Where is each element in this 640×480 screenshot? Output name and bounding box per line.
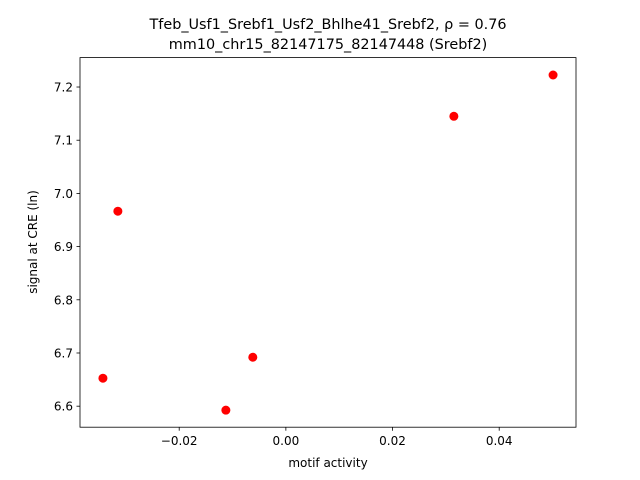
point <box>449 111 459 121</box>
y-tick-label: 7.2 <box>54 81 73 95</box>
point <box>98 373 108 383</box>
chart-title: Tfeb_Usf1_Srebf1_Usf2_Bhlhe41_Srebf2, ρ … <box>148 17 506 33</box>
point <box>548 70 558 80</box>
point <box>248 352 258 362</box>
y-tick-label: 7.1 <box>54 134 73 148</box>
y-tick-label: 6.7 <box>54 346 73 360</box>
x-tick-label: 0.02 <box>379 434 406 448</box>
y-tick-label: 7.0 <box>54 187 73 201</box>
x-tick-label: 0.00 <box>273 434 300 448</box>
y-axis-label: signal at CRE (ln) <box>26 190 40 294</box>
x-axis-label: motif activity <box>288 456 367 470</box>
chart-subtitle: mm10_chr15_82147175_82147448 (Srebf2) <box>169 37 487 53</box>
point <box>113 206 123 216</box>
y-tick-label: 6.8 <box>54 293 73 307</box>
point <box>221 405 231 415</box>
x-tick-label: −0.02 <box>161 434 198 448</box>
plot-frame <box>79 57 577 428</box>
y-tick-label: 6.9 <box>54 240 73 254</box>
x-tick-label: 0.04 <box>486 434 513 448</box>
y-tick-label: 6.6 <box>54 400 73 414</box>
